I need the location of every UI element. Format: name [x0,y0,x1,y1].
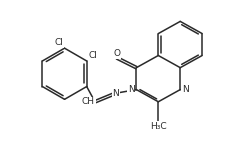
Text: N: N [182,85,189,94]
Text: Cl: Cl [54,38,63,47]
Text: H₃C: H₃C [150,122,167,131]
Text: N: N [128,85,135,94]
Text: Cl: Cl [88,51,97,60]
Text: O: O [113,49,120,58]
Text: N: N [112,89,119,98]
Text: CH: CH [82,97,95,106]
